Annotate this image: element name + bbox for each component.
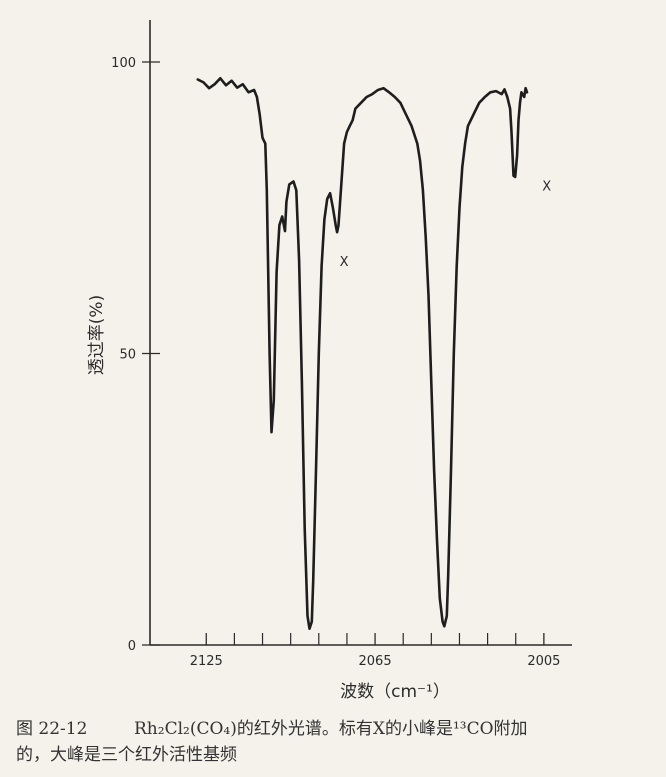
caption-text-1: Rh₂Cl₂(CO₄)的红外光谱。标有X的小峰是¹³CO附加 [134,719,528,739]
y-axis-title: 透过率(%) [87,295,107,375]
y-tick-label: 50 [119,348,136,363]
spectrum-line [196,77,529,630]
peak-annotation: X [340,255,349,270]
peak-annotation: X [542,179,551,194]
y-tick-label: 100 [111,56,136,71]
x-tick-label: 2125 [190,654,223,669]
caption-line-1: 图 22-12 Rh₂Cl₂(CO₄)的红外光谱。标有X的小峰是¹³CO附加 [16,719,528,739]
x-tick-label: 2005 [527,654,560,669]
y-tick-label: 0 [128,639,136,654]
x-tick-label: 2065 [359,654,392,669]
figure-caption: 图 22-12 Rh₂Cl₂(CO₄)的红外光谱。标有X的小峰是¹³CO附加 的，… [16,716,656,768]
figure-number: 图 22-12 [16,719,88,739]
x-axis-title: 波数（cm⁻¹） [340,682,450,702]
ir-spectrum-chart: 0 50 100 2125 2065 2005 波数（cm⁻¹） 透过率(%) X X [87,20,572,702]
caption-line-2: 的，大峰是三个红外活性基频 [16,745,237,765]
